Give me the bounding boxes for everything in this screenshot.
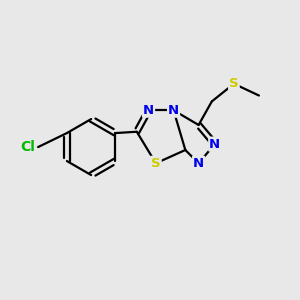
Text: N: N xyxy=(193,157,204,170)
Text: N: N xyxy=(168,104,179,117)
Text: S: S xyxy=(151,157,161,170)
Text: N: N xyxy=(143,104,154,117)
Text: S: S xyxy=(229,77,239,90)
Text: Cl: Cl xyxy=(20,140,35,154)
Text: N: N xyxy=(209,138,220,151)
